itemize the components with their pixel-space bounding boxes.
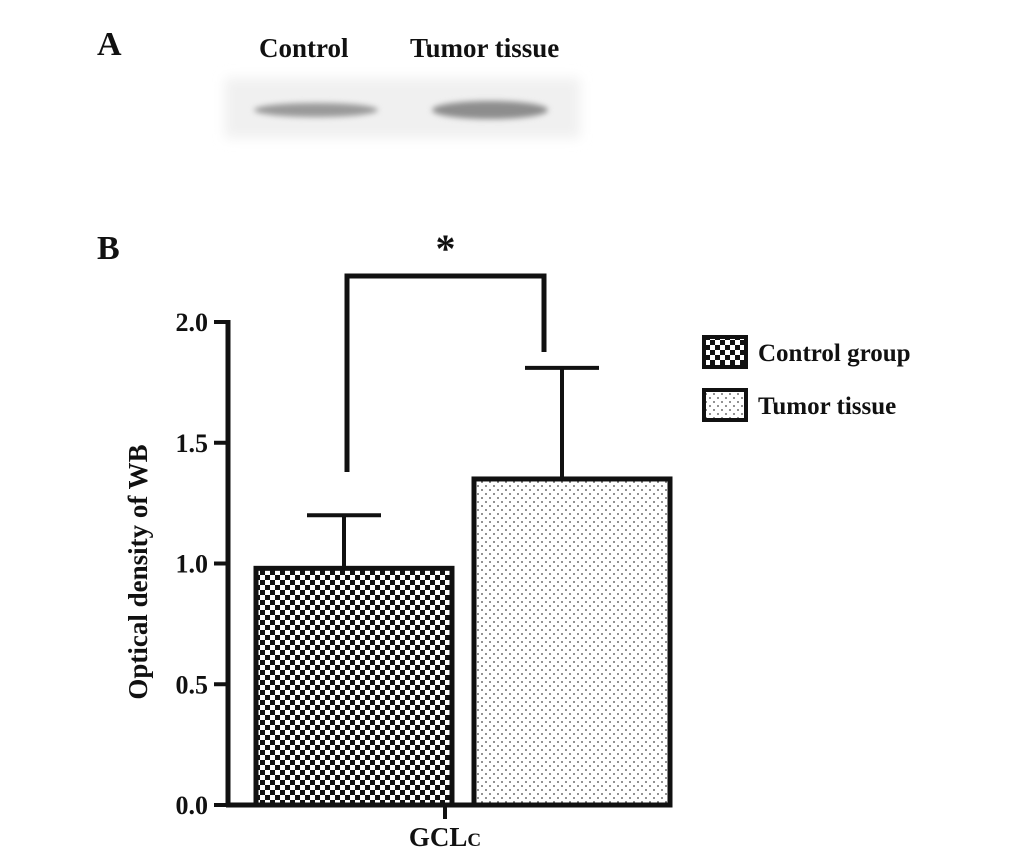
- panel-label-b: B: [97, 230, 120, 267]
- significance-bracket: *: [344, 226, 547, 472]
- y-tick-label: 0.0: [176, 791, 209, 820]
- legend-swatch-control-group: [702, 335, 748, 369]
- blot-band-tumor: [432, 101, 548, 119]
- x-category-label: GCLC: [409, 822, 481, 852]
- legend-label-tumor-tissue: Tumor tissue: [758, 393, 896, 420]
- y-tick-label: 2.0: [176, 308, 209, 337]
- x-category-label-main: GCL: [409, 822, 468, 852]
- y-axis-label: Optical density of WB: [123, 444, 153, 699]
- significance-star: *: [436, 226, 456, 271]
- blot-band-control: [254, 103, 378, 117]
- legend-label-control-group: Control group: [758, 340, 911, 367]
- bar-tumor-tissue: [471, 476, 673, 808]
- chart-bars: [253, 476, 673, 808]
- western-blot-image: [225, 78, 580, 138]
- x-category-label-sub: C: [467, 830, 481, 851]
- blot-lane-label-tumor: Tumor tissue: [410, 33, 560, 63]
- y-tick-label: 1.5: [176, 429, 209, 458]
- chart-legend: Control group Tumor tissue: [702, 335, 911, 422]
- y-tick-label: 1.0: [176, 550, 209, 579]
- chart-error-bars: [307, 365, 599, 569]
- y-tick-label: 0.5: [176, 670, 209, 699]
- panel-label-a: A: [97, 26, 122, 63]
- bar-control-group: [253, 565, 455, 808]
- blot-lane-label-control: Control: [259, 33, 349, 63]
- significance-bracket-line: [344, 273, 547, 472]
- legend-swatch-tumor-tissue: [702, 388, 748, 422]
